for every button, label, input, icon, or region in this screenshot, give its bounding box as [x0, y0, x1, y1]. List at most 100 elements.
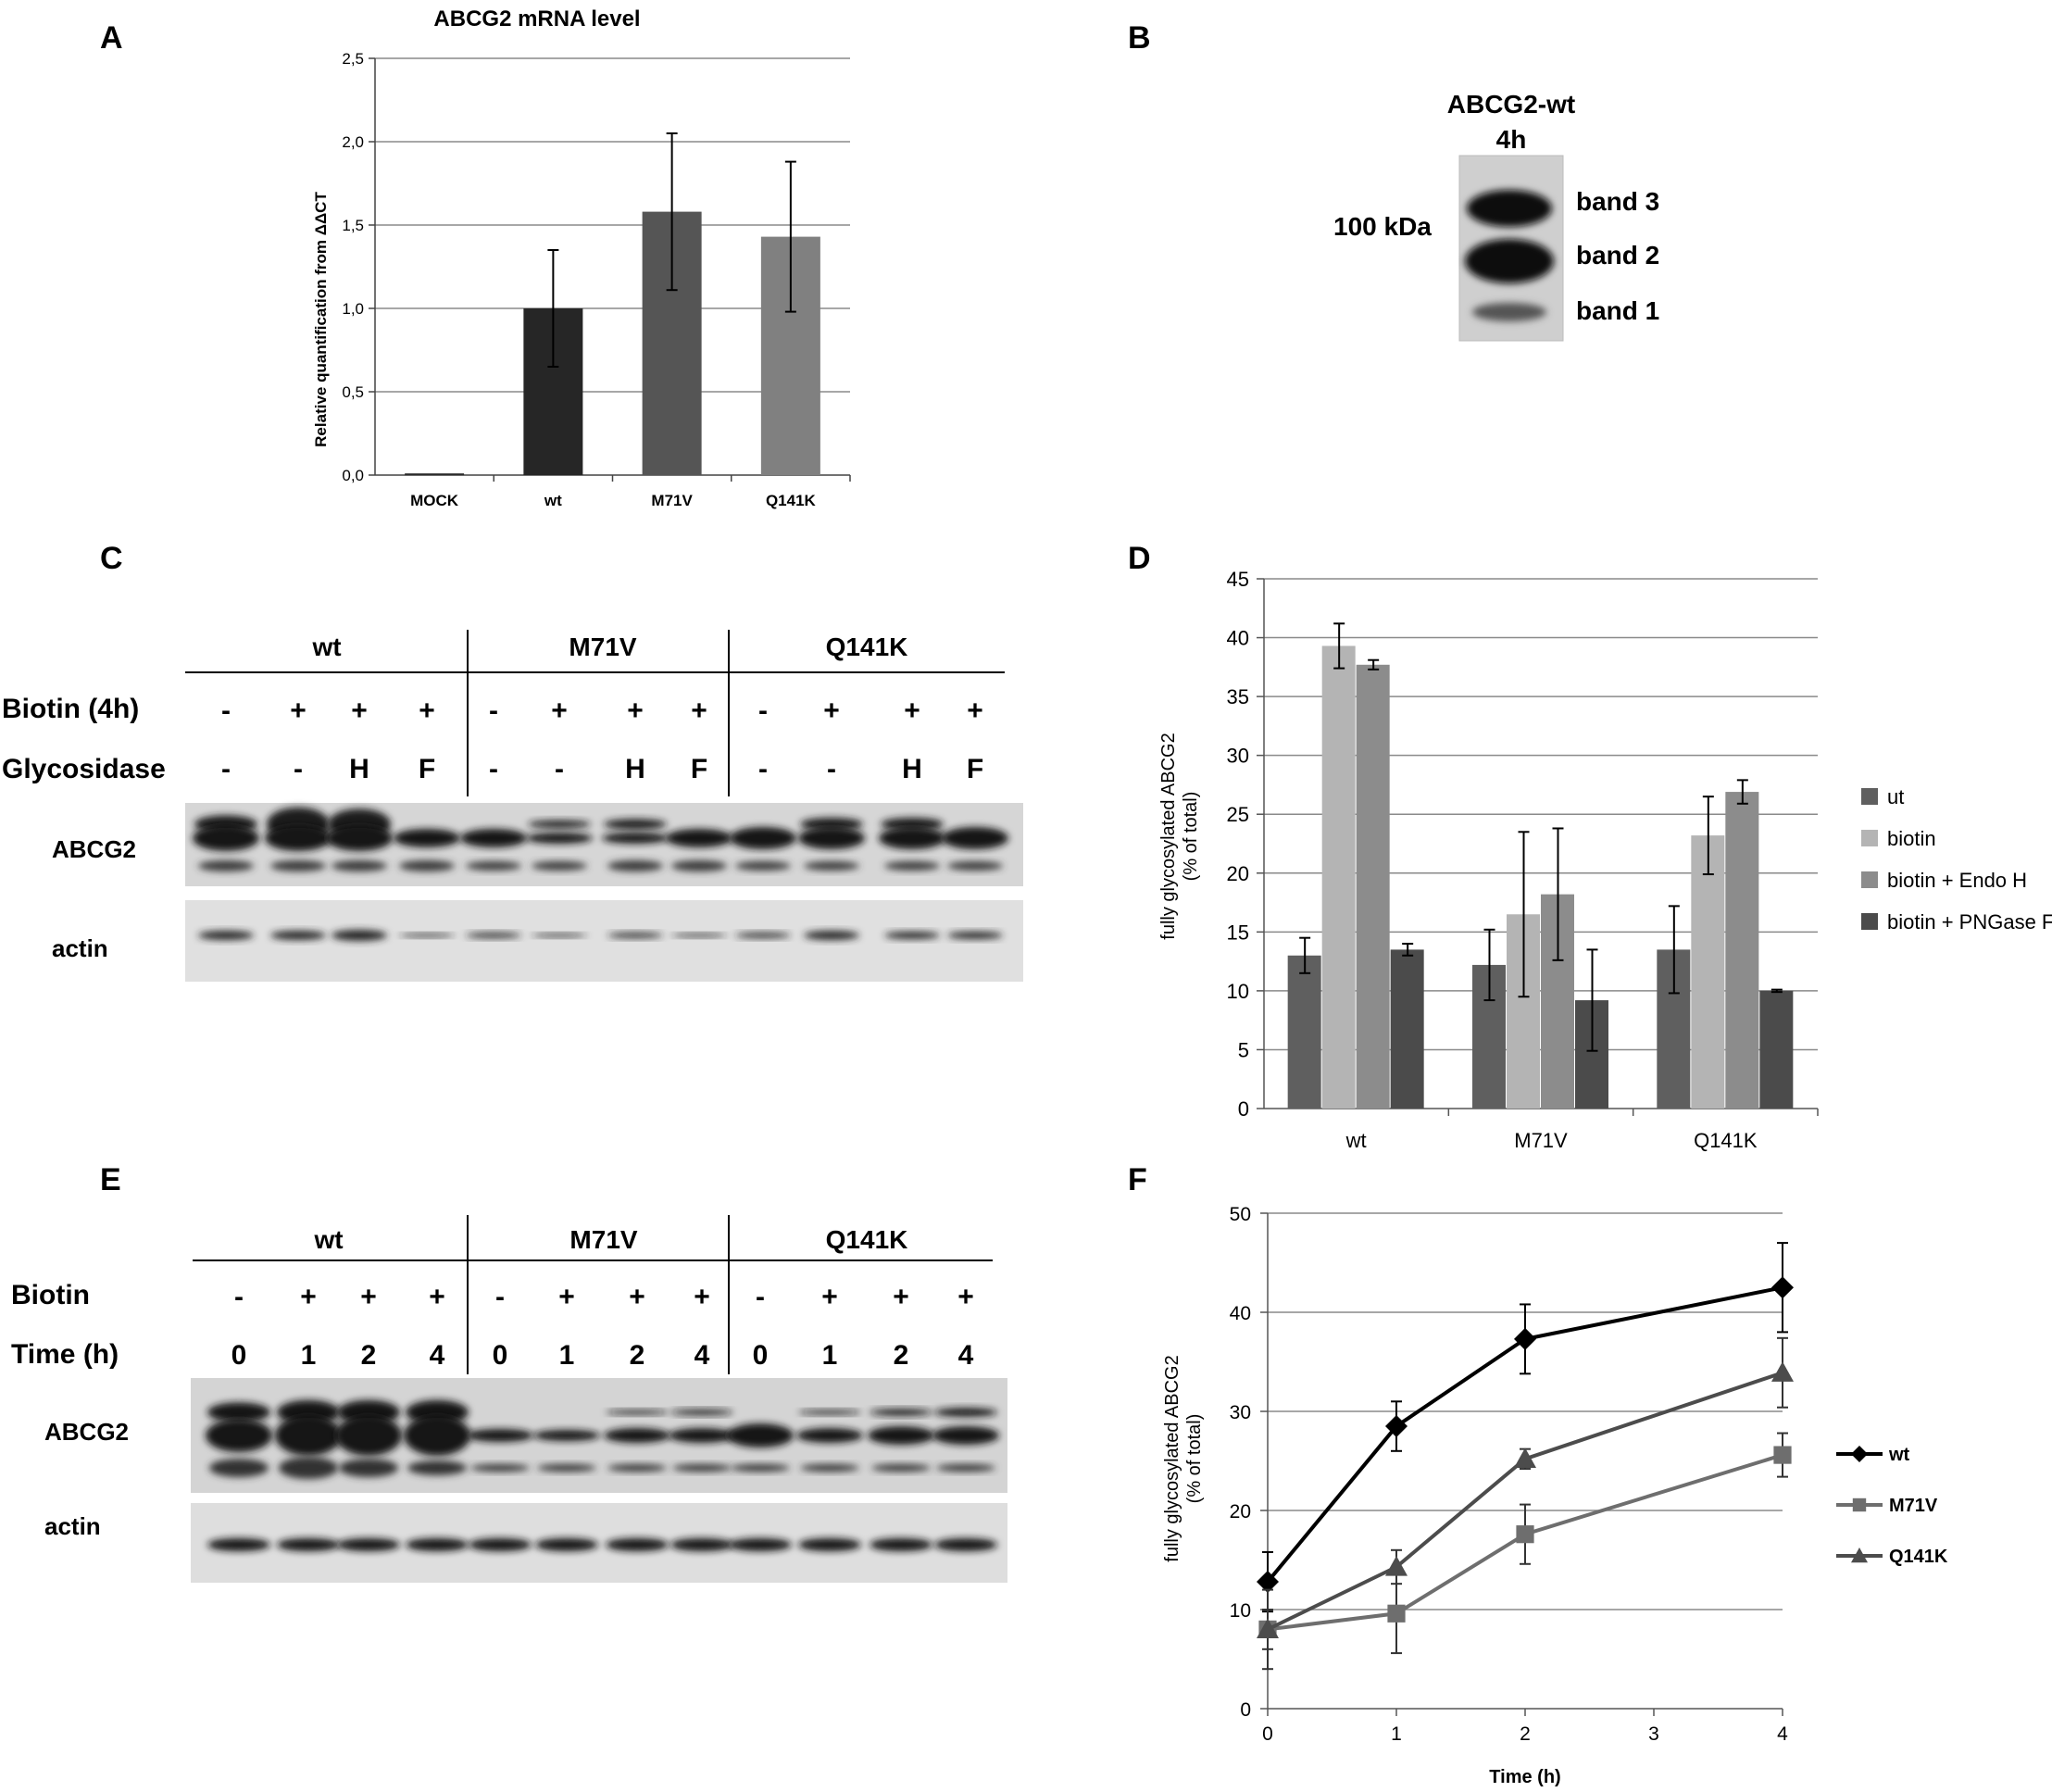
chart-f-ylabel-line1: fully glycosylated ABCG2	[1162, 1355, 1182, 1561]
blot-e-time-value: 1	[559, 1340, 575, 1371]
chart-a-ytick-label: 0,0	[342, 467, 364, 484]
blot-c-abcg2-lower-band	[198, 860, 254, 871]
blot-e-time-value: 0	[231, 1340, 247, 1371]
blot-e-actin-band	[207, 1538, 270, 1551]
chart-d-legend-swatch	[1861, 830, 1878, 846]
blot-e-row2-label: Time (h)	[11, 1339, 119, 1370]
chart-f-xtick-label: 3	[1648, 1723, 1659, 1745]
chart-f-point-m71v	[1387, 1604, 1406, 1623]
chart-d-xtick-label: M71V	[1514, 1129, 1568, 1152]
blot-c-glycosidase-value: F	[691, 754, 707, 784]
blot-b-band-3	[1467, 190, 1552, 227]
blot-e-abcg2-lower-band	[871, 1464, 931, 1472]
blot-e-row2: 0 1 2 4 0 1 2 4 0 1 2 4	[231, 1340, 974, 1371]
blot-c-abcg2-label: ABCG2	[52, 835, 136, 863]
blot-e-abcg2-upper-band	[798, 1410, 861, 1415]
chart-f-ytick-label: 20	[1230, 1501, 1251, 1523]
blot-c-biotin-value: +	[627, 695, 644, 726]
panel-letter-f: F	[1128, 1162, 1147, 1197]
blot-e-row1-label: Biotin	[11, 1280, 90, 1310]
blot-e-abcg2-upper-band	[934, 1408, 997, 1417]
blot-c-biotin-value: +	[351, 695, 368, 726]
blot-e-abcg2-lower-band	[731, 1464, 790, 1472]
chart-d-ytick-label: 5	[1238, 1038, 1249, 1061]
blot-e-abcg2-main-band	[404, 1415, 470, 1456]
chart-f-legend-marker	[1851, 1548, 1868, 1563]
blot-c-glycosidase-value: H	[349, 754, 369, 784]
blot-c-abcg2-upper-band	[881, 818, 944, 831]
blot-c-actin-membrane	[185, 900, 1023, 982]
blot-c-actin-band	[532, 934, 587, 937]
blot-e-abcg2-upper-band	[870, 1409, 932, 1416]
blot-e-time-value: 0	[753, 1340, 769, 1371]
blot-e-actin-band	[798, 1538, 861, 1551]
blot-e-time-value: 4	[958, 1340, 974, 1371]
blot-e-group-m71v: M71V	[569, 1225, 637, 1254]
chart-a-title: ABCG2 mRNA level	[433, 6, 640, 31]
blot-c-glycosidase-value: -	[294, 754, 303, 784]
panel-f: F fully glycosylated ABCG2 (% of total) …	[1128, 1162, 1948, 1787]
chart-a-ytick-label: 2,0	[342, 133, 364, 151]
blot-c-abcg2-main-band	[394, 829, 460, 847]
blot-e-biotin-value: +	[629, 1282, 645, 1312]
chart-d-ytick-label: 25	[1227, 803, 1249, 826]
blot-c-glycosidase-value: H	[902, 754, 922, 784]
blot-c-glycosidase-value: -	[758, 754, 768, 784]
blot-c-actin-label: actin	[52, 934, 108, 962]
chart-d-legend-swatch	[1861, 871, 1878, 888]
chart-f-legend-label: Q141K	[1889, 1547, 1948, 1567]
blot-c-glycosidase-value: H	[625, 754, 645, 784]
blot-e-group-wt: wt	[313, 1225, 343, 1254]
blot-e-abcg2-lower-band	[279, 1457, 338, 1479]
blot-e-biotin-value: +	[821, 1282, 838, 1312]
chart-f-legend-label: wt	[1888, 1445, 1910, 1465]
blot-c-abcg2-lower-band	[884, 861, 940, 871]
chart-d-bar	[1691, 835, 1725, 1109]
chart-a-xtick-label: wt	[544, 492, 562, 509]
chart-f-point-q141k	[1385, 1555, 1408, 1576]
blot-e-biotin-value: -	[495, 1282, 505, 1312]
chart-f-point-m71v	[1773, 1446, 1792, 1464]
chart-f-line-m71v	[1267, 1453, 1783, 1632]
blot-e-abcg2-main-band	[604, 1428, 670, 1443]
panel-letter-d: D	[1128, 541, 1151, 576]
blot-e-actin-band	[469, 1538, 532, 1551]
blot-c-glycosidase-value: F	[967, 754, 983, 784]
blot-c-group-m71v: M71V	[569, 633, 636, 661]
blot-e-abcg2-upper-band	[606, 1410, 669, 1415]
blot-c-actin-band	[198, 931, 254, 940]
chart-f-xtick-label: 2	[1520, 1723, 1531, 1745]
blot-c-abcg2-main-band	[193, 825, 259, 851]
chart-d-ylabel-line1: fully glycosylated ABCG2	[1158, 733, 1179, 939]
blot-e-abcg2-main-band	[669, 1428, 735, 1443]
panel-a: A ABCG2 mRNA level Relative quantificati…	[100, 6, 851, 509]
chart-f-legend-label: M71V	[1889, 1496, 1938, 1516]
panel-letter-c: C	[100, 541, 123, 576]
chart-d-ylabel-line2: (% of total)	[1181, 792, 1201, 882]
blot-e-actin-band	[870, 1538, 932, 1551]
blot-c-biotin-value: +	[904, 695, 920, 726]
chart-a-xtick-label: Q141K	[766, 492, 817, 509]
blot-c-biotin-value: -	[221, 695, 231, 726]
blot-c-abcg2-lower-band	[399, 860, 455, 871]
chart-d-ytick-label: 0	[1238, 1097, 1249, 1121]
chart-a-plot: 0,0 0,5 1,0 1,5 2,0 2,5 MOCK wt M71V Q141K	[342, 50, 851, 509]
blot-c-abcg2-lower-band	[804, 861, 859, 871]
chart-d-legend-swatch	[1861, 913, 1878, 930]
chart-f-point-q141k	[1514, 1447, 1536, 1468]
chart-f-line-q141k	[1267, 1371, 1783, 1632]
blot-e-biotin-value: +	[893, 1282, 909, 1312]
blot-e-biotin-value: +	[300, 1282, 317, 1312]
chart-f-legend-marker	[1852, 1498, 1867, 1512]
blot-c-row1: - + + + - + + + - + + +	[221, 695, 983, 726]
blot-e-abcg2-lower-band	[407, 1460, 467, 1475]
chart-d-xtick-label: Q141K	[1694, 1129, 1758, 1152]
chart-f-point-m71v	[1516, 1525, 1534, 1544]
blot-c-abcg2-main-band	[526, 833, 593, 844]
blot-c-abcg2-upper-band	[604, 819, 667, 830]
blot-e-biotin-value: +	[694, 1282, 710, 1312]
chart-d-bar	[1390, 949, 1424, 1109]
blot-c-biotin-value: +	[290, 695, 307, 726]
